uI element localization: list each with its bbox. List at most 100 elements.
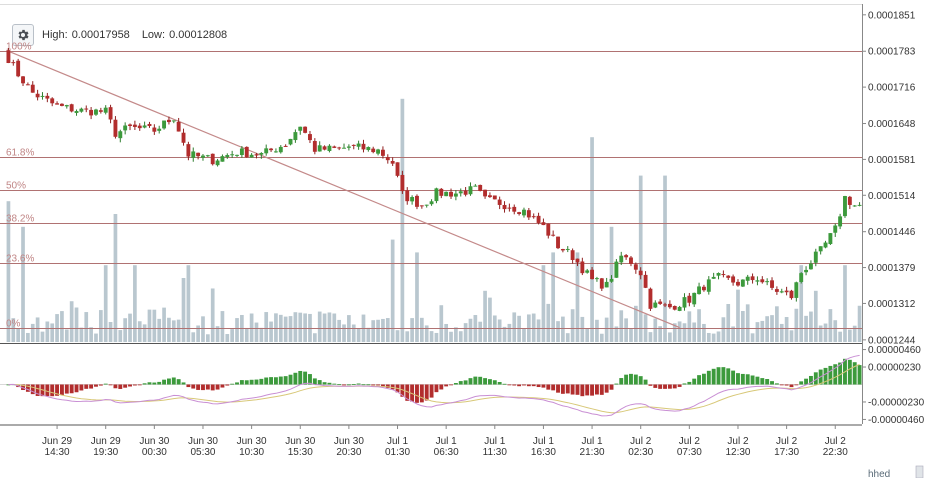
volume-bar [98,310,103,342]
volume-bar [366,327,371,342]
candle-body [536,215,541,223]
scroll-handle[interactable] [915,465,924,478]
macd-histogram-bar [30,384,35,395]
candle [672,305,677,311]
volume-bar [599,333,604,342]
volume-bar [750,333,755,342]
candle-body [385,157,390,161]
volume-bar [30,323,35,342]
candle [526,207,531,220]
candle-body [789,290,794,299]
candle [171,120,176,124]
candle-body [332,146,337,148]
volume-bar [191,332,196,342]
volume-bar [497,319,502,342]
price-tick-label: 0.0001783 [868,47,916,58]
candle [808,260,813,270]
candle [94,108,98,116]
fib-label: 100% [6,42,32,53]
volume-bar [565,333,570,342]
candle-body [779,291,784,293]
candle [142,121,147,129]
macd-histogram-bar [21,384,25,391]
candle-body [692,292,697,305]
candle [405,187,410,205]
candle-body [142,125,147,128]
macd-histogram-bar [415,384,419,403]
candle-body [726,275,731,278]
macd-histogram-bar [770,381,774,385]
volume-bar [736,289,740,342]
volume-bar [556,321,560,342]
macd-histogram-bar [857,365,862,385]
candle [497,196,502,210]
candle [283,144,288,147]
macd-histogram-bar [658,384,663,389]
candle-body [629,257,633,264]
candle [638,267,643,280]
candle [64,104,69,109]
macd-histogram-bar [94,384,98,387]
macd-histogram-bar [526,384,531,387]
candle [585,268,590,274]
volume-bar [429,331,434,342]
volume-bar [11,318,16,342]
candle [210,153,215,166]
volume-bar [638,175,643,342]
macd-histogram-bar [225,384,230,386]
candle [332,145,337,149]
candle-body [346,146,351,148]
candle-body [750,276,755,281]
candle [736,279,740,287]
candle [215,158,220,167]
macd-histogram-bar [507,384,512,386]
candle [711,272,716,279]
candle-body [25,84,30,86]
volume-bar [142,324,147,342]
candle [410,195,415,205]
macd-histogram-bar [667,384,672,389]
fib-label: 23.6% [6,254,34,265]
macd-histogram-bar [560,384,565,394]
candle [818,246,823,255]
candle [522,207,526,218]
candle-body [551,234,556,236]
candle [225,153,230,159]
macd-histogram-bar [444,384,449,387]
macd-histogram-bar [755,376,760,385]
volume-bar [215,326,220,342]
macd-histogram-bar [356,383,361,385]
macd-histogram-bar [220,384,225,388]
macd-histogram-bar [663,384,667,389]
macd-histogram-bar [736,373,740,385]
time-label-time: 14:30 [45,447,70,458]
macd-histogram-bar [162,379,167,385]
scroll-area: hhed [0,465,934,478]
candle-body [458,191,463,194]
volume-bar [663,175,667,342]
macd-histogram-bar [166,378,171,385]
trend-line [8,50,680,329]
candle-body [468,186,473,195]
candle [264,144,269,156]
candle [473,184,478,187]
macd-histogram-bar [298,370,303,385]
macd-histogram-bar [449,384,453,386]
candle-body [35,93,40,98]
candle-body [98,110,103,112]
volume-bar [648,332,653,342]
candle-body [84,108,89,110]
candle-body [799,273,804,282]
candle [439,188,444,199]
macd-histogram-bar [288,374,293,385]
candle [487,192,492,198]
candle-body [40,95,45,97]
candle-body [118,131,123,139]
macd-histogram-bar [716,367,721,385]
candle-body [288,138,293,145]
settings-button[interactable] [12,24,34,46]
volume-bar [254,322,259,342]
candle-body [45,95,50,99]
candle-body [79,108,84,112]
